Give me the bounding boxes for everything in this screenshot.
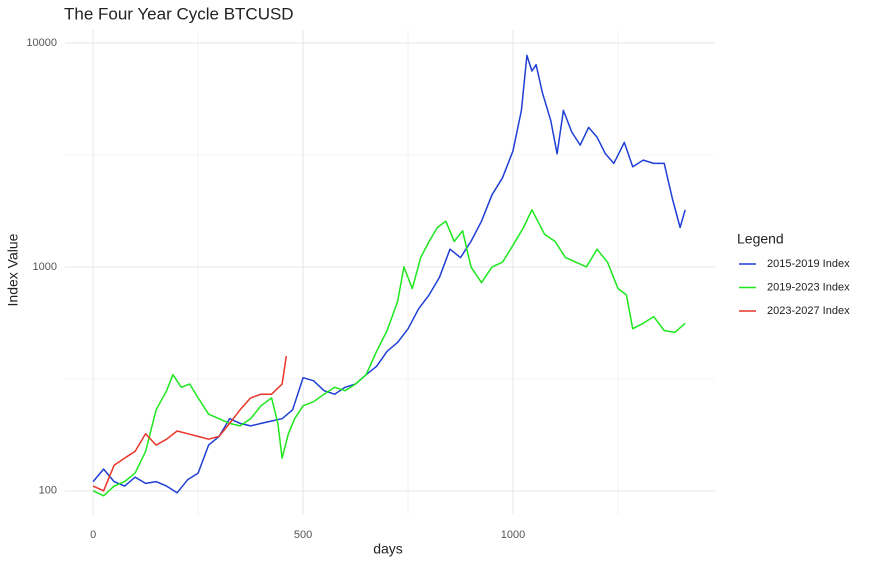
- x-tick-label: 500: [294, 529, 312, 541]
- chart-title: The Four Year Cycle BTCUSD: [64, 4, 294, 23]
- y-tick-label: 1000: [33, 261, 57, 273]
- y-tick-label: 10000: [26, 37, 57, 49]
- x-tick-label: 1000: [501, 529, 525, 541]
- legend-label: 2019-2023 Index: [767, 281, 850, 293]
- legend-label: 2023-2027 Index: [767, 305, 850, 317]
- x-axis-label: days: [373, 541, 403, 557]
- x-tick-label: 0: [90, 529, 96, 541]
- series-line: [92, 355, 288, 492]
- series-line: [92, 209, 686, 497]
- y-axis-label: Index Value: [5, 233, 21, 306]
- y-tick-label: 100: [39, 485, 57, 497]
- legend-title: Legend: [737, 231, 784, 247]
- legend-label: 2015-2019 Index: [767, 258, 850, 270]
- series-line: [92, 54, 686, 494]
